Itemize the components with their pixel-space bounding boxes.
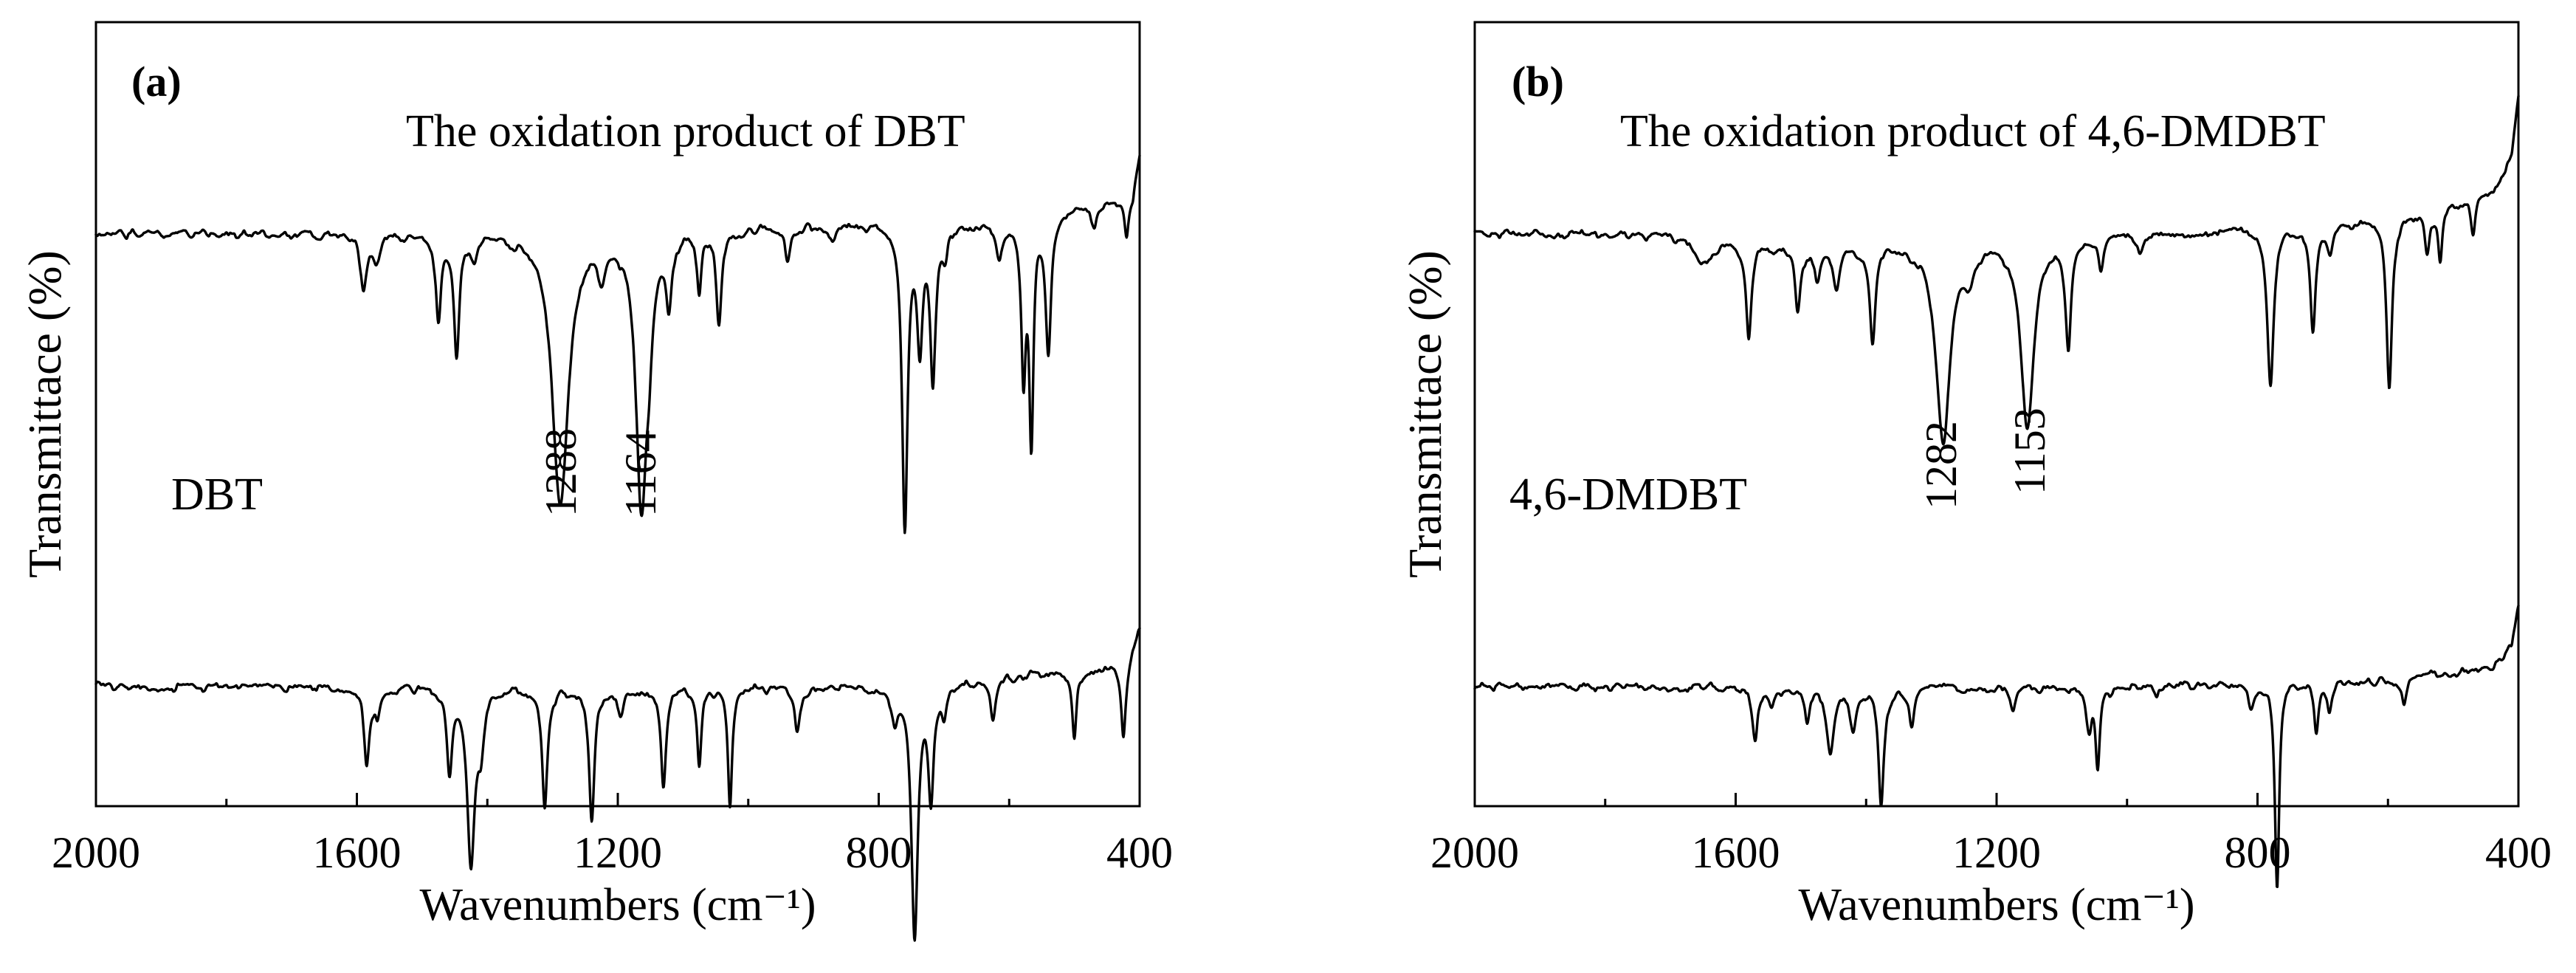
panel-label-b: (b) bbox=[1512, 58, 1564, 106]
tick-labels-b: 2000 1600 1200 800 400 bbox=[1430, 828, 2552, 877]
x-tick-label: 1600 bbox=[1692, 828, 1780, 877]
tick-labels-a: 2000 1600 1200 800 400 bbox=[52, 828, 1173, 877]
spectrum-dbt bbox=[94, 627, 1141, 942]
x-axis-label-a: Wavenumbers (cm⁻¹) bbox=[420, 880, 816, 930]
panel-label-a: (a) bbox=[131, 58, 182, 106]
x-tick-label: 1200 bbox=[574, 828, 662, 877]
x-tick-label: 1200 bbox=[1952, 828, 2041, 877]
spectrum-dmdbt bbox=[1473, 604, 2520, 888]
series-label-oxidation-dmdbt: The oxidation product of 4,6-DMDBT bbox=[1620, 106, 2326, 157]
tick-marks-a bbox=[94, 793, 1141, 806]
spectrum-oxidation-dmdbt bbox=[1473, 94, 2520, 446]
x-tick-label: 2000 bbox=[1430, 828, 1519, 877]
x-tick-label: 800 bbox=[846, 828, 912, 877]
series-label-oxidation-dbt: The oxidation product of DBT bbox=[406, 106, 965, 157]
panel-a: (a) The oxidation product of DBT DBT 128… bbox=[18, 21, 1173, 942]
x-tick-label: 2000 bbox=[52, 828, 140, 877]
x-tick-label: 400 bbox=[1106, 828, 1173, 877]
tick-marks-b bbox=[1473, 793, 2520, 806]
x-tick-label: 800 bbox=[2225, 828, 2291, 877]
y-axis-label-a: Transmittace (%) bbox=[18, 250, 71, 578]
y-axis-label-b: Transmittace (%) bbox=[1399, 250, 1451, 578]
series-label-dmdbt: 4,6-DMDBT bbox=[1509, 470, 1747, 520]
x-axis-label-b: Wavenumbers (cm⁻¹) bbox=[1799, 880, 2195, 930]
spectrum-oxidation-dbt bbox=[94, 154, 1141, 534]
series-label-dbt: DBT bbox=[171, 470, 263, 520]
x-tick-label: 1600 bbox=[313, 828, 402, 877]
x-tick-label: 400 bbox=[2485, 828, 2552, 877]
panel-b: (b) The oxidation product of 4,6-DMDBT 4… bbox=[1399, 21, 2552, 930]
